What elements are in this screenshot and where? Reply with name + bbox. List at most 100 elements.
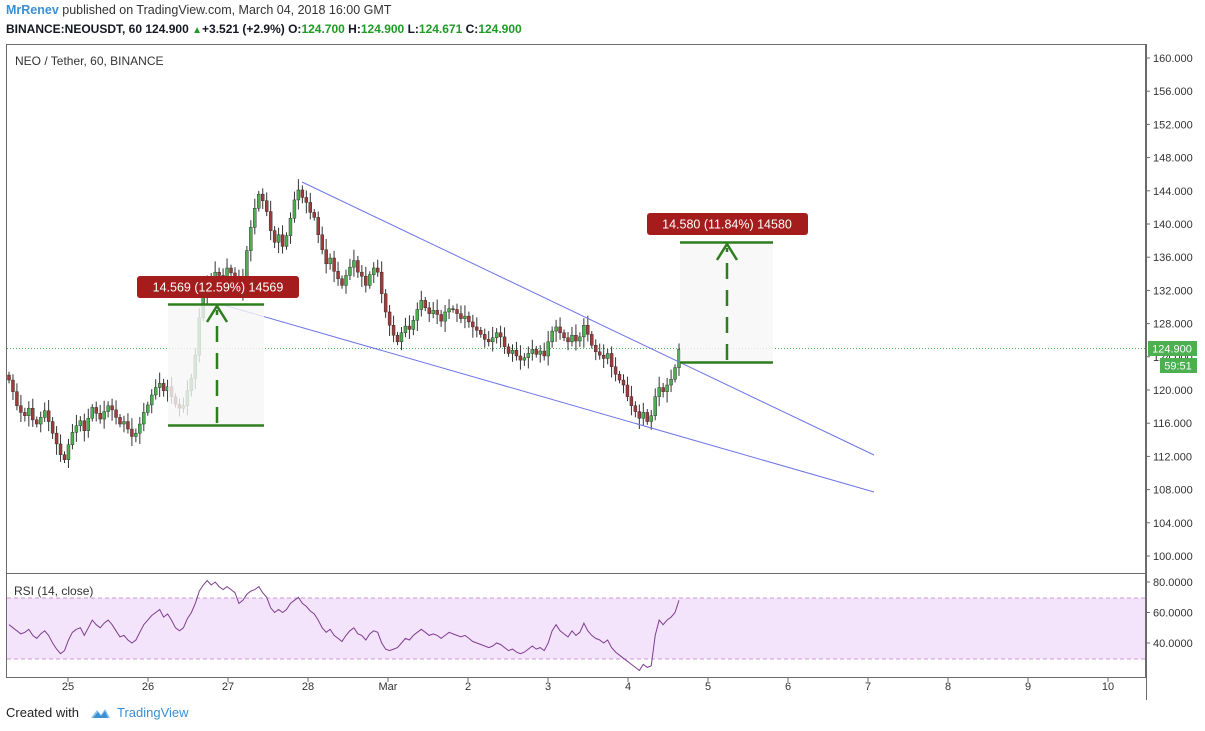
rsi-series	[8, 579, 680, 672]
candle-up	[494, 332, 499, 338]
candle-down	[514, 349, 519, 357]
candle-down	[629, 396, 634, 406]
time-axis[interactable]: 25 26 27 28 Mar 2 3 4 5 6 7 8 9 10	[62, 678, 1114, 693]
candle-down	[229, 267, 233, 274]
candle-up	[42, 410, 47, 418]
candle-up	[538, 350, 542, 355]
candle-down	[264, 200, 269, 212]
right-measure-badge	[647, 213, 808, 235]
candle-up	[90, 407, 94, 419]
price-tick-label: 120.000	[1153, 385, 1193, 397]
candle-up	[510, 349, 515, 354]
price-tick-label: 156.000	[1153, 86, 1193, 98]
left-measure-tool[interactable]: 14.569 (12.59%) 14569	[137, 276, 299, 427]
candle-down	[574, 335, 578, 342]
candle-down	[110, 405, 114, 411]
rsi-tick-label: 80.0000	[1153, 577, 1193, 589]
candle-up	[649, 415, 653, 422]
chart-canvas[interactable]: NEO / Tether, 60, BINANCE RSI (14, close…	[0, 0, 1205, 700]
candle-up	[102, 411, 106, 420]
right-measure-tool[interactable]: 14.580 (11.84%) 14580	[647, 213, 808, 364]
countdown-bg	[1160, 358, 1197, 373]
candle-up	[288, 217, 293, 236]
candle-up	[150, 394, 154, 406]
publish-line: MrRenev published on TradingView.com, Ma…	[6, 3, 391, 17]
right-measure-label: 14.580 (11.84%) 14580	[662, 218, 792, 232]
candle-up	[490, 337, 495, 343]
symbol-label: BINANCE:NEOUSDT, 60	[6, 22, 143, 36]
wedge-upper-trendline[interactable]	[301, 181, 875, 456]
candle-up	[605, 353, 610, 359]
candle-down	[625, 384, 630, 397]
candle-down	[356, 260, 360, 273]
tradingview-link[interactable]: TradingView	[85, 705, 189, 720]
open-value: 124.700	[301, 22, 345, 36]
price-tick-label: 100.000	[1153, 551, 1193, 563]
price-axis[interactable]: 100.000 104.000 108.000 112.000 116.000 120.0…	[1146, 53, 1193, 563]
tradingview-cloud-icon	[90, 708, 110, 718]
candle-up	[70, 432, 75, 445]
high-label: H:	[348, 22, 361, 36]
candle-up	[578, 336, 582, 342]
candle-up	[372, 267, 376, 275]
candle-up	[368, 274, 372, 286]
candle-down	[586, 325, 590, 335]
candle-down	[617, 374, 622, 381]
candle-up	[443, 311, 447, 322]
candle-up	[157, 383, 162, 388]
candle-down	[316, 217, 320, 235]
candle-down	[475, 326, 479, 331]
wedge-lower-trendline[interactable]	[219, 303, 875, 493]
time-tick-label: Mar	[379, 681, 398, 693]
candle-up	[253, 208, 257, 228]
candle-up	[657, 387, 661, 397]
candle-down	[506, 346, 511, 354]
candle-down	[261, 193, 265, 201]
candle-down	[423, 300, 427, 309]
candle-up	[669, 379, 673, 386]
author-name[interactable]: MrRenev	[6, 3, 59, 17]
candle-up	[447, 308, 451, 313]
candle-down	[31, 408, 35, 421]
candle-down	[7, 374, 11, 381]
close-label: C:	[465, 22, 479, 36]
rsi-axis[interactable]: 40.0000 60.0000 80.0000	[1146, 577, 1193, 650]
candle-down	[360, 271, 364, 277]
candle-down	[375, 267, 380, 273]
candle-down	[427, 307, 431, 314]
candle-up	[554, 326, 558, 332]
time-tick-label: 27	[222, 681, 234, 693]
time-tick-label: 25	[62, 681, 74, 693]
candle-up	[74, 425, 79, 433]
candle-down	[23, 412, 27, 416]
time-tick-label: 28	[302, 681, 314, 693]
candle-down	[387, 311, 392, 326]
candle-down	[621, 379, 626, 386]
candle-up	[78, 420, 83, 426]
candle-down	[320, 234, 324, 250]
candle-down	[312, 212, 316, 218]
candle-up	[653, 396, 657, 416]
price-tick-label: 108.000	[1153, 485, 1193, 497]
candle-down	[467, 315, 471, 323]
candle-down	[118, 417, 122, 425]
candle-down	[451, 308, 455, 310]
time-tick-label: 5	[705, 681, 711, 693]
candle-down	[455, 309, 459, 314]
time-tick-label: 9	[1025, 681, 1031, 693]
time-tick-label: 4	[625, 681, 631, 693]
candle-down	[383, 293, 388, 313]
time-tick-label: 7	[865, 681, 871, 693]
candle-down	[161, 383, 166, 392]
candle-up	[292, 199, 297, 219]
rsi-tick-label: 40.0000	[1153, 638, 1193, 650]
candle-down	[130, 428, 134, 437]
left-measure-arrow-head-icon	[205, 303, 229, 323]
candle-down	[498, 332, 503, 338]
candle-down	[98, 413, 102, 420]
price-tick-label: 116.000	[1153, 418, 1192, 430]
candle-down	[11, 379, 15, 392]
candle-down	[479, 330, 483, 335]
candle-down	[661, 387, 665, 392]
time-tick-label: 6	[785, 681, 791, 693]
